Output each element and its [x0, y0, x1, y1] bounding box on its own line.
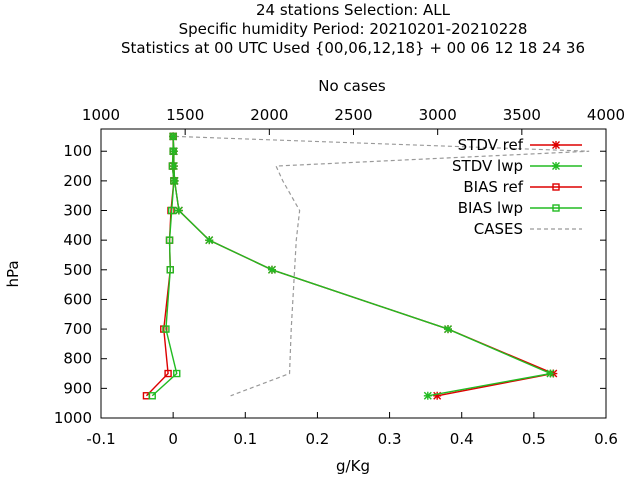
x2-tick-label: 2000	[250, 106, 288, 124]
data-point-bias-lwp	[173, 369, 181, 378]
data-point-bias-ref	[164, 369, 172, 378]
data-point-stdv-ref	[433, 391, 442, 400]
data-point-stdv-lwp	[169, 132, 178, 141]
x2-tick-label: 4000	[587, 106, 625, 124]
legend-marker-bias-lwp	[552, 204, 560, 212]
legend-label-bias-lwp: BIAS lwp	[458, 199, 523, 217]
y-tick-label: 800	[63, 350, 92, 368]
x-axis-label: g/Kg	[336, 457, 370, 475]
y-tick-label: 600	[63, 290, 92, 308]
data-point-stdv-lwp	[205, 236, 214, 245]
data-point-bias-lwp	[165, 236, 174, 244]
series-line-stdv-lwp	[172, 136, 553, 397]
data-point-stdv-lwp	[267, 265, 276, 274]
x-tick-label: 0.1	[233, 430, 257, 448]
data-point-stdv-lwp	[546, 369, 555, 378]
legend-label-bias-ref: BIAS ref	[463, 178, 523, 196]
data-point-bias-lwp	[167, 206, 176, 215]
data-point-stdv-lwp	[423, 391, 432, 400]
x2-tick-label: 3000	[419, 106, 457, 124]
x2-axis-label: No cases	[318, 77, 386, 95]
x2-tick-label: 1500	[166, 106, 204, 124]
data-point-stdv-lwp	[169, 162, 178, 171]
x2-tick-label: 1000	[82, 106, 120, 124]
y-tick-label: 100	[63, 142, 92, 160]
data-point-bias-lwp	[162, 325, 170, 333]
y-tick-label: 700	[63, 320, 92, 338]
legend-label-stdv-ref: STDV ref	[458, 136, 524, 154]
chart-title-line-3: Statistics at 00 UTC Used {00,06,12,18} …	[121, 39, 585, 57]
y-tick-label: 500	[63, 261, 92, 279]
chart-title-line-2: Specific humidity Period: 20210201-20210…	[179, 20, 528, 38]
data-point-stdv-lwp	[169, 147, 178, 156]
plot-frame	[100, 128, 607, 419]
data-point-bias-lwp	[166, 266, 174, 274]
data-point-stdv-lwp	[170, 176, 179, 185]
x-tick-label: 0.5	[522, 430, 546, 448]
x-tick-label: 0.4	[450, 430, 474, 448]
x-tick-label: 0	[168, 430, 178, 448]
x-tick-label: 0.6	[594, 430, 618, 448]
y-axis-label: hPa	[4, 260, 22, 287]
y-tick-label: 400	[63, 231, 92, 249]
legend-label-cases: CASES	[474, 220, 523, 238]
series-line-bias-lwp	[151, 136, 178, 397]
y-tick-label: 900	[63, 379, 92, 397]
legend-label-stdv-lwp: STDV lwp	[452, 157, 523, 175]
legend-marker-stdv-ref	[552, 141, 560, 149]
legend-marker-stdv-lwp	[552, 162, 560, 170]
series-line-cases	[175, 135, 590, 397]
chart-title-line-1: 24 stations Selection: ALL	[256, 1, 451, 19]
y-tick-label: 1000	[54, 409, 92, 427]
y-tick-label: 300	[63, 202, 92, 220]
y-tick-label: 200	[63, 172, 92, 190]
data-point-stdv-lwp	[444, 325, 453, 334]
data-point-bias-lwp	[148, 392, 156, 400]
series-line-stdv-ref	[172, 136, 556, 397]
data-point-stdv-lwp	[174, 206, 183, 215]
x-tick-label: -0.1	[86, 430, 115, 448]
legend-marker-bias-ref	[552, 183, 560, 191]
x2-tick-label: 2500	[334, 106, 372, 124]
x2-tick-label: 3500	[503, 106, 541, 124]
x-tick-label: 0.3	[378, 430, 402, 448]
x-tick-label: 0.2	[305, 430, 329, 448]
